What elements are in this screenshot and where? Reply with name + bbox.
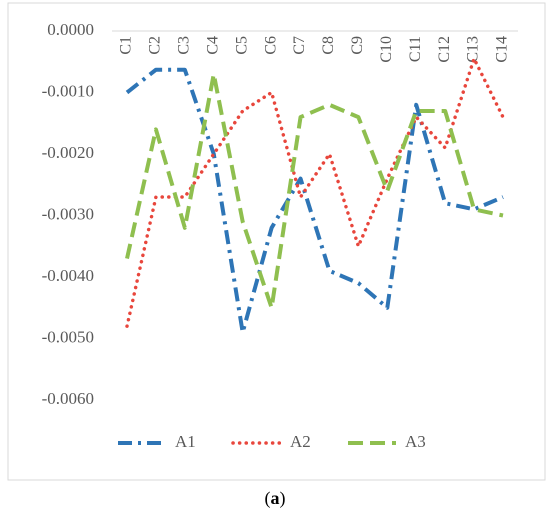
x-tick-label: C13 [465, 36, 482, 63]
x-tick-label: C7 [291, 36, 308, 55]
y-tick-label: -0.0030 [42, 204, 94, 223]
x-tick-label: C4 [204, 36, 221, 55]
x-tick-label: C14 [494, 36, 511, 63]
y-tick-label: -0.0060 [42, 389, 94, 408]
chart-frame [7, 2, 546, 481]
y-tick-label: -0.0010 [42, 81, 94, 100]
x-tick-label: C11 [407, 36, 424, 62]
y-tick-label: -0.0020 [42, 143, 94, 162]
caption-label: a [271, 488, 280, 508]
caption: (a) [265, 488, 286, 509]
y-tick-label: -0.0040 [42, 266, 94, 285]
x-tick-label: C8 [320, 36, 337, 55]
x-tick-label: C12 [436, 36, 453, 63]
x-tick-label: C3 [176, 36, 193, 55]
series-line [125, 56, 505, 328]
caption-open: ( [265, 488, 271, 509]
y-tick-label: -0.0050 [42, 327, 94, 346]
x-tick-label: C10 [378, 36, 395, 63]
series-line [125, 67, 504, 335]
series-line [125, 72, 504, 310]
y-tick-label: 0.0000 [47, 20, 94, 39]
x-tick-label: C1 [118, 36, 135, 55]
legend-label: A3 [405, 432, 426, 451]
legend-label: A2 [290, 432, 311, 451]
x-tick-label: C9 [349, 36, 366, 55]
caption-close: ) [280, 488, 286, 509]
x-tick-label: C2 [147, 36, 164, 55]
x-tick-label: C6 [262, 36, 279, 55]
x-tick-label: C5 [233, 36, 250, 55]
legend-label: A1 [175, 432, 196, 451]
